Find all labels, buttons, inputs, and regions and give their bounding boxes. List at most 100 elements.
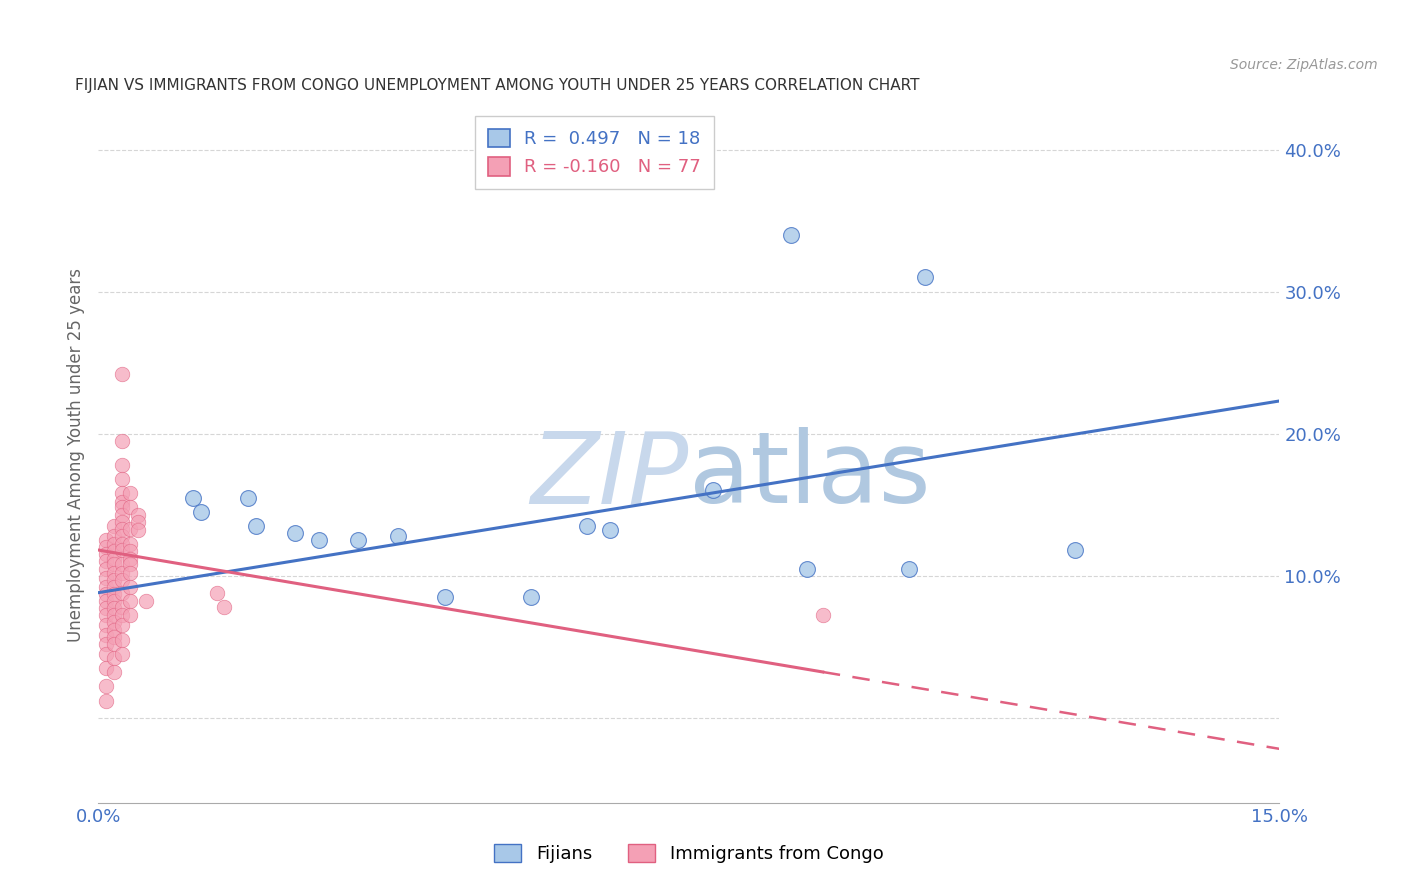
Point xyxy=(118,558,141,572)
Point xyxy=(103,630,125,644)
Point xyxy=(103,615,125,630)
Point xyxy=(96,540,118,554)
Point xyxy=(111,486,134,500)
Point xyxy=(103,529,125,543)
Point xyxy=(127,515,149,529)
Point xyxy=(118,522,141,536)
Point xyxy=(96,571,118,585)
Point xyxy=(118,486,141,500)
Point xyxy=(111,458,134,472)
Point xyxy=(111,632,134,647)
Point xyxy=(96,547,118,561)
Point xyxy=(308,533,330,548)
Point xyxy=(111,508,134,522)
Point xyxy=(111,367,134,381)
Point xyxy=(96,679,118,693)
Point xyxy=(118,608,141,623)
Text: Source: ZipAtlas.com: Source: ZipAtlas.com xyxy=(1230,58,1378,72)
Point xyxy=(111,599,134,614)
Point xyxy=(433,590,456,604)
Point xyxy=(103,519,125,533)
Text: FIJIAN VS IMMIGRANTS FROM CONGO UNEMPLOYMENT AMONG YOUTH UNDER 25 YEARS CORRELAT: FIJIAN VS IMMIGRANTS FROM CONGO UNEMPLOY… xyxy=(75,78,920,94)
Text: ZIP: ZIP xyxy=(530,427,689,524)
Point xyxy=(811,608,834,623)
Point xyxy=(103,537,125,551)
Point xyxy=(96,618,118,632)
Point xyxy=(135,594,157,608)
Point xyxy=(127,523,149,537)
Point xyxy=(111,472,134,486)
Point xyxy=(96,561,118,575)
Point xyxy=(214,599,236,614)
Point xyxy=(118,580,141,594)
Point xyxy=(103,573,125,587)
Point xyxy=(347,533,370,548)
Point xyxy=(599,523,621,537)
Point xyxy=(111,434,134,448)
Point xyxy=(118,544,141,558)
Point xyxy=(96,661,118,675)
Point xyxy=(111,647,134,661)
Point xyxy=(520,590,543,604)
Point xyxy=(103,551,125,566)
Point xyxy=(702,483,724,498)
Point xyxy=(898,561,921,575)
Point xyxy=(103,623,125,637)
Text: atlas: atlas xyxy=(689,427,931,524)
Point xyxy=(796,561,818,575)
Point xyxy=(387,529,409,543)
Point xyxy=(103,637,125,651)
Point xyxy=(103,601,125,615)
Point xyxy=(118,551,141,566)
Point xyxy=(111,495,134,509)
Point xyxy=(103,566,125,580)
Point xyxy=(96,693,118,707)
Point xyxy=(1063,543,1085,558)
Point xyxy=(111,543,134,558)
Point xyxy=(111,608,134,623)
Point xyxy=(190,505,212,519)
Point xyxy=(96,554,118,568)
Point xyxy=(103,587,125,601)
Legend: Fijians, Immigrants from Congo: Fijians, Immigrants from Congo xyxy=(486,837,891,871)
Point xyxy=(111,566,134,580)
Point xyxy=(96,533,118,548)
Point xyxy=(111,573,134,587)
Point xyxy=(118,537,141,551)
Point xyxy=(111,500,134,515)
Point xyxy=(96,601,118,615)
Point xyxy=(111,529,134,543)
Point xyxy=(96,608,118,623)
Point xyxy=(103,558,125,572)
Point xyxy=(780,227,803,242)
Point xyxy=(103,608,125,623)
Point xyxy=(96,628,118,642)
Point xyxy=(103,651,125,665)
Point xyxy=(245,519,267,533)
Point xyxy=(284,526,307,541)
Point xyxy=(118,566,141,580)
Point xyxy=(118,594,141,608)
Point xyxy=(103,580,125,594)
Point xyxy=(111,515,134,529)
Point xyxy=(111,558,134,572)
Point xyxy=(103,665,125,680)
Point xyxy=(96,647,118,661)
Point xyxy=(111,537,134,551)
Point xyxy=(127,508,149,522)
Y-axis label: Unemployment Among Youth under 25 years: Unemployment Among Youth under 25 years xyxy=(67,268,86,642)
Point xyxy=(103,594,125,608)
Point xyxy=(111,618,134,632)
Point xyxy=(96,580,118,594)
Point xyxy=(111,522,134,536)
Point xyxy=(914,270,936,285)
Point xyxy=(575,519,598,533)
Point xyxy=(236,491,259,505)
Point xyxy=(103,544,125,558)
Point xyxy=(96,594,118,608)
Point xyxy=(205,585,228,599)
Point xyxy=(181,491,204,505)
Point xyxy=(96,587,118,601)
Point xyxy=(96,637,118,651)
Point xyxy=(118,500,141,515)
